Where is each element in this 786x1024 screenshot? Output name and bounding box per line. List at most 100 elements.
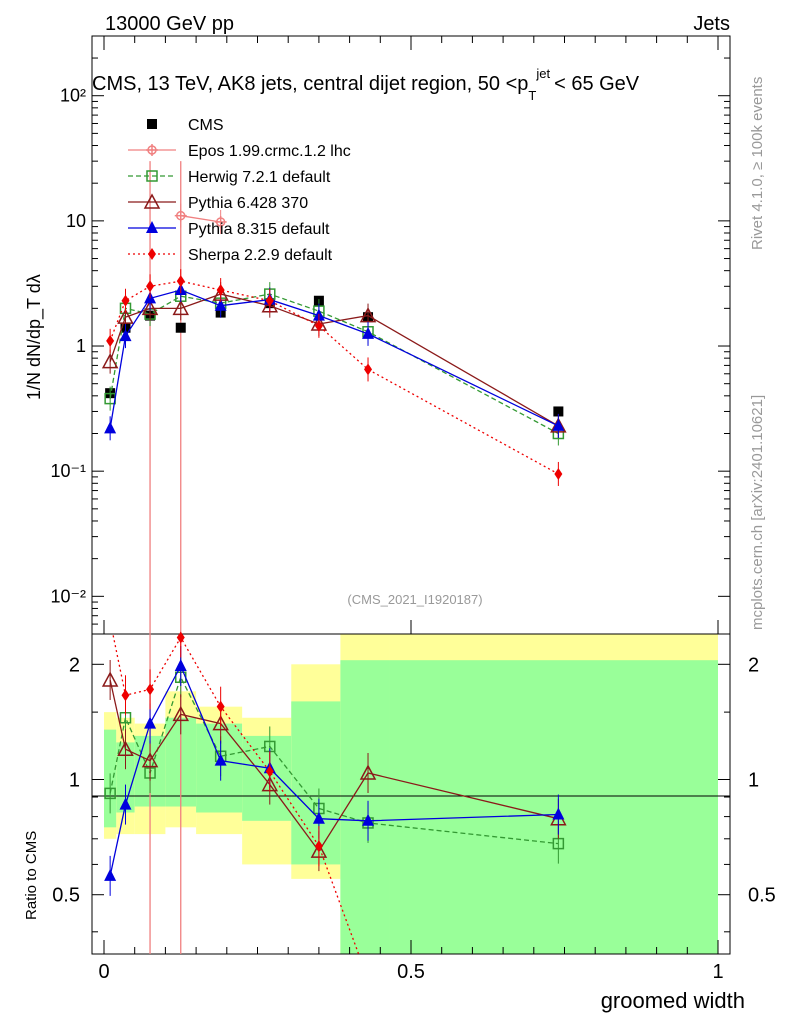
ratio-tick-label: 0.5	[52, 885, 80, 907]
ratio-point	[214, 753, 227, 766]
x-tick-label: 1	[712, 961, 723, 983]
data-point	[121, 294, 130, 307]
data-point	[101, 353, 119, 369]
legend-marker	[143, 193, 161, 209]
ratio-point	[312, 811, 325, 824]
data-point	[359, 307, 377, 323]
ratio-point	[174, 658, 187, 671]
legend-label: Epos 1.99.crmc.1.2 lhc	[188, 143, 351, 160]
band-green	[291, 701, 341, 865]
legend-item-sherpa-2-2-9-default: Sherpa 2.2.9 default	[128, 247, 333, 264]
data-point	[117, 308, 134, 324]
analysis-id: (CMS_2021_I1920187)	[347, 592, 482, 607]
data-point	[554, 467, 563, 480]
rivet-version-label: Rivet 4.1.0, ≥ 100k events	[749, 77, 766, 250]
legend-item-herwig-7-2-1-default: Herwig 7.2.1 default	[128, 169, 331, 186]
legend: CMS Epos 1.99.crmc.1.2 lhc Herwig 7.2.1 de…	[128, 117, 351, 264]
data-point	[104, 421, 117, 434]
y-tick-label: 10	[66, 211, 86, 231]
legend-marker	[146, 170, 158, 182]
data-point	[314, 319, 323, 332]
data-point	[216, 284, 225, 297]
data-point	[146, 280, 155, 293]
data-point	[119, 329, 132, 342]
ratio-tick-label-right: 2	[748, 654, 759, 676]
ratio-tick-label-right: 1	[748, 770, 759, 792]
title-main: CMS, 13 TeV, AK8 jets, central dijet reg…	[92, 73, 528, 95]
y-tick-label: 10⁻¹	[50, 461, 86, 481]
header-energy: 13000 GeV pp	[105, 13, 234, 35]
legend-label: Pythia 8.315 default	[188, 221, 330, 238]
data-point	[175, 322, 186, 333]
ratio-point	[552, 807, 565, 820]
series-epos-1-99-crmc-1-2-lhc	[174, 203, 227, 234]
ratio-line	[109, 675, 559, 845]
ratio-point	[117, 740, 134, 756]
ratio-point	[362, 813, 375, 826]
band-green	[340, 660, 390, 954]
ratio-series-pythia-8-315-default	[104, 645, 565, 896]
data-series	[101, 161, 567, 954]
series-pythia-8-315-default	[104, 278, 565, 441]
ratio-point	[359, 764, 377, 780]
x-tick-label: 0	[98, 961, 109, 983]
ratio-bands	[104, 634, 718, 954]
ratio-point	[265, 765, 274, 778]
y-axis-label: 1/N dN/dp_T dλ	[24, 274, 45, 400]
ratio-point	[172, 705, 190, 722]
ratio-point	[146, 683, 155, 696]
legend-marker	[147, 119, 157, 129]
ratio-point	[104, 868, 117, 881]
series-line	[109, 280, 559, 475]
band-green	[116, 742, 135, 813]
y-tick-label: 10²	[60, 86, 86, 106]
plot-title: CMS, 13 TeV, AK8 jets, central dijet reg…	[92, 66, 640, 103]
ratio-point	[141, 752, 159, 768]
legend-item-epos-1-99-crmc-1-2-lhc: Epos 1.99.crmc.1.2 lhc	[128, 143, 351, 160]
data-point	[364, 363, 373, 376]
ratio-tick-label-right: 0.5	[748, 885, 776, 907]
svg-text:CMS, 13 TeV, AK8 jets, central: CMS, 13 TeV, AK8 jets, central dijet reg…	[92, 66, 640, 103]
ratio-point	[119, 797, 132, 810]
ratio-point	[176, 631, 185, 644]
axis-ticks: 10⁻² 10⁻¹ 1 10 10² 0.5 0.5 1 1 2 2 0 0.5 1	[50, 35, 776, 983]
data-point	[176, 275, 185, 288]
legend-marker	[146, 221, 158, 233]
ratio-point	[104, 787, 116, 800]
y-tick-label: 10⁻²	[50, 586, 86, 606]
x-tick-label: 0.5	[397, 961, 425, 983]
data-point	[552, 418, 565, 431]
data-point	[214, 298, 227, 311]
ratio-series-sherpa-2-2-9-default	[112, 631, 360, 954]
legend-label: CMS	[188, 117, 224, 134]
legend-item-pythia-6-428-370: Pythia 6.428 370	[128, 193, 308, 212]
ratio-point	[121, 689, 130, 702]
title-tail: < 65 GeV	[554, 73, 640, 95]
series-herwig-7-2-1-default	[104, 282, 565, 446]
legend-marker	[148, 248, 156, 260]
ratio-point	[212, 715, 229, 731]
title-sub: T	[528, 88, 536, 103]
legend-label: Pythia 6.428 370	[188, 195, 308, 212]
legend-label: Sherpa 2.2.9 default	[188, 247, 333, 264]
ratio-point	[101, 671, 119, 687]
band-green	[242, 735, 292, 821]
ratio-point	[144, 716, 157, 729]
band-green	[196, 723, 243, 813]
data-point	[265, 294, 274, 307]
ratio-point	[216, 700, 225, 713]
ratio-tick-label: 1	[69, 770, 80, 792]
data-point	[141, 299, 159, 316]
y-tick-label: 1	[76, 336, 86, 356]
series-sherpa-2-2-9-default	[106, 269, 563, 486]
data-point	[362, 326, 375, 339]
ratio-point	[314, 840, 323, 853]
band-green	[389, 660, 718, 954]
ratio-axis-label: Ratio to CMS	[23, 831, 40, 920]
x-axis-label: groomed width	[601, 988, 745, 1013]
legend-label: Herwig 7.2.1 default	[188, 169, 331, 186]
legend-item-cms: CMS	[147, 117, 224, 134]
ratio-tick-label: 2	[69, 654, 80, 676]
data-point	[172, 299, 190, 316]
